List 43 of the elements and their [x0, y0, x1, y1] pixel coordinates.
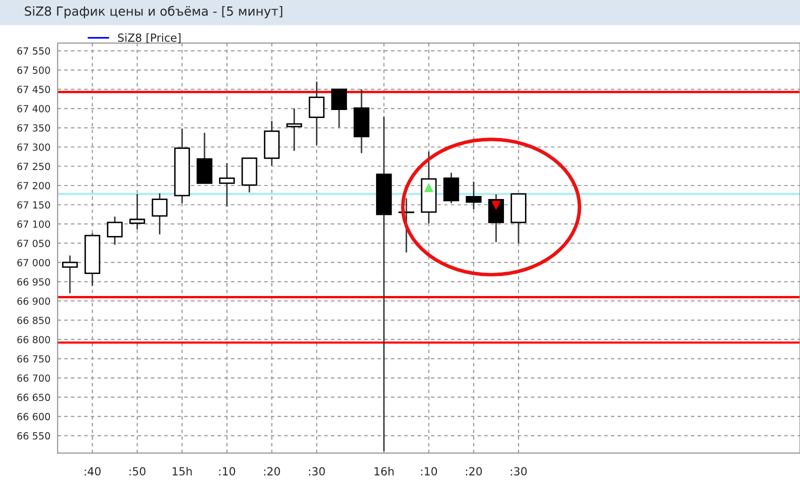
candlestick — [308, 80, 325, 146]
candlestick — [219, 162, 235, 208]
candlestick — [286, 108, 302, 152]
candlestick — [62, 254, 78, 294]
candlestick — [331, 88, 347, 128]
candlestick — [443, 172, 460, 204]
x-tick-label: :20 — [466, 467, 482, 476]
y-tick-label: 66 850 — [17, 316, 50, 324]
candlestick — [106, 216, 123, 246]
y-tick-label: 67 400 — [17, 104, 50, 112]
y-tick-label: 67 450 — [17, 86, 50, 94]
x-tick-label: :30 — [510, 467, 527, 476]
text: SiZ8 [Price] — [118, 33, 180, 44]
y-tick-label: 66 700 — [17, 374, 50, 382]
y-tick-label: 66 750 — [17, 355, 50, 363]
x-tick-label: 16h — [374, 466, 394, 476]
y-tick-label: 67 500 — [17, 66, 50, 74]
y-tick-label: 66 550 — [17, 432, 50, 440]
candlestick — [129, 193, 146, 230]
y-tick-label: 66 600 — [17, 412, 50, 420]
x-tick-label: :40 — [84, 467, 101, 476]
x-tick-label: :50 — [130, 467, 146, 476]
y-tick-label: 66 900 — [17, 297, 50, 305]
x-tick-label: :30 — [309, 467, 325, 476]
x-tick-label: :10 — [219, 467, 236, 476]
x-tick-label: :10 — [421, 467, 438, 476]
y-tick-label: 67 350 — [17, 124, 50, 132]
x-tick-label: :20 — [264, 467, 280, 476]
y-tick-label: 67 250 — [17, 162, 50, 170]
candlestick — [466, 180, 482, 210]
y-tick-label: 67 000 — [17, 258, 50, 266]
y-tick-label: 66 650 — [17, 394, 50, 402]
y-tick-label: 66 950 — [17, 278, 50, 286]
y-tick-label: 67 550 — [17, 47, 50, 55]
y-tick-label: 67 050 — [17, 240, 50, 248]
y-tick-label: 67 150 — [17, 201, 50, 209]
y-tick-label: 67 300 — [17, 143, 50, 151]
y-tick-label: 67 100 — [17, 220, 50, 228]
y-tick-label: 66 800 — [17, 336, 50, 344]
chart-title: SiZ8 График цены и объёма - [5 минут] — [24, 6, 282, 18]
candlestick — [152, 192, 168, 236]
y-tick-label: 67 200 — [17, 182, 50, 190]
x-tick-label: 15h — [172, 466, 192, 476]
